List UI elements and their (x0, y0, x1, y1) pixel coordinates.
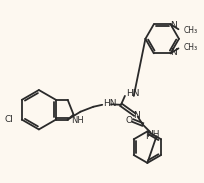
Text: NH: NH (71, 116, 83, 125)
Text: HN: HN (125, 89, 139, 98)
Text: NH: NH (145, 130, 159, 139)
Text: Cl: Cl (4, 115, 13, 124)
Text: HN: HN (103, 99, 116, 108)
Text: O: O (125, 116, 132, 125)
Text: N: N (133, 111, 140, 120)
Text: N: N (169, 48, 176, 57)
Text: F: F (144, 132, 149, 141)
Text: N: N (169, 21, 176, 30)
Text: CH₃: CH₃ (183, 26, 196, 35)
Text: CH₃: CH₃ (183, 43, 196, 52)
